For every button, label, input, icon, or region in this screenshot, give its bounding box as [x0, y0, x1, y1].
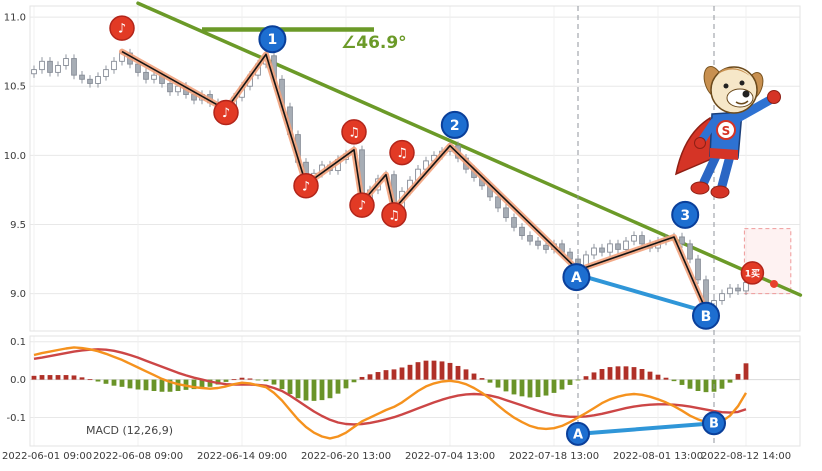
svg-text:3: 3	[680, 208, 690, 224]
macd-dif-line[interactable]	[33, 346, 748, 440]
wave-path	[121, 50, 707, 311]
price-panel-border	[29, 5, 801, 332]
svg-text:A: A	[573, 427, 583, 442]
svg-text:♫: ♫	[388, 208, 400, 223]
signal-marker-note[interactable]: ♪	[349, 192, 375, 218]
x-axis-label: 2022-08-01 13:00	[613, 451, 703, 462]
svg-text:♪: ♪	[118, 22, 126, 37]
macd-panel-border	[29, 335, 801, 447]
price-axis-tick: 9.5	[10, 220, 26, 231]
price-axis-tick: 10.0	[4, 151, 26, 162]
x-axis-label: 2022-06-20 13:00	[301, 451, 391, 462]
signal-marker-note[interactable]: ♫	[389, 139, 415, 166]
trendline-end-dot	[770, 279, 778, 288]
trend-angle-label: ∠46.9°	[341, 33, 407, 53]
macd-ab-label-A[interactable]: A	[566, 421, 590, 446]
x-axis-label: 2022-06-01 09:00	[2, 451, 92, 462]
macd-dea-line[interactable]	[33, 348, 747, 426]
price-axis-tick: 9.0	[10, 289, 26, 300]
svg-text:♪: ♪	[302, 179, 310, 194]
svg-text:♪: ♪	[358, 199, 366, 214]
buy-signal-marker[interactable]: 1买	[740, 261, 765, 285]
x-axis-label: 2022-07-18 13:00	[509, 451, 599, 462]
macd-indicator-label: MACD (12,26,9)	[86, 424, 174, 437]
x-axis-label: 2022-06-14 09:00	[197, 451, 287, 462]
price-axis-tick: 10.5	[4, 82, 26, 93]
svg-text:1: 1	[268, 32, 278, 48]
signal-marker-note[interactable]: ♪	[213, 99, 239, 126]
macd-ab-line	[576, 421, 716, 436]
signal-marker-note[interactable]: ♪	[293, 173, 319, 199]
signal-marker-note[interactable]: ♫	[381, 202, 407, 228]
svg-text:S: S	[722, 124, 731, 138]
svg-text:♫: ♫	[348, 125, 360, 140]
macd-axis-tick: 0.1	[10, 337, 26, 348]
svg-text:♫: ♫	[396, 146, 408, 161]
macd-axis-tick: 0.0	[10, 375, 26, 386]
price-axis-tick: 11.0	[4, 13, 26, 24]
wave-label-A[interactable]: A	[562, 263, 591, 292]
svg-text:A: A	[571, 270, 582, 286]
svg-text:B: B	[709, 417, 719, 432]
x-axis-label: 2022-08-12 14:00	[701, 451, 791, 462]
signal-marker-note[interactable]: ♪	[109, 15, 135, 41]
x-axis-label: 2022-07-04 13:00	[405, 451, 495, 462]
x-axis-label: 2022-06-08 09:00	[93, 451, 183, 462]
wave-label-2[interactable]: 2	[440, 110, 469, 139]
wave-label-1[interactable]: 1	[258, 25, 287, 54]
macd-ab-label-B[interactable]: B	[702, 411, 726, 436]
macd-axis-tick: -0.1	[6, 413, 26, 424]
ab-projection-line	[574, 272, 708, 314]
signal-marker-note[interactable]: ♫	[341, 119, 367, 145]
wave-label-3[interactable]: 3	[671, 200, 700, 229]
svg-text:1买: 1买	[745, 268, 760, 279]
superhero-dog-illustration: S	[666, 56, 786, 206]
svg-text:2: 2	[450, 118, 460, 134]
svg-text:♪: ♪	[222, 106, 230, 121]
svg-text:B: B	[701, 309, 712, 325]
wave-label-B[interactable]: B	[692, 301, 720, 330]
